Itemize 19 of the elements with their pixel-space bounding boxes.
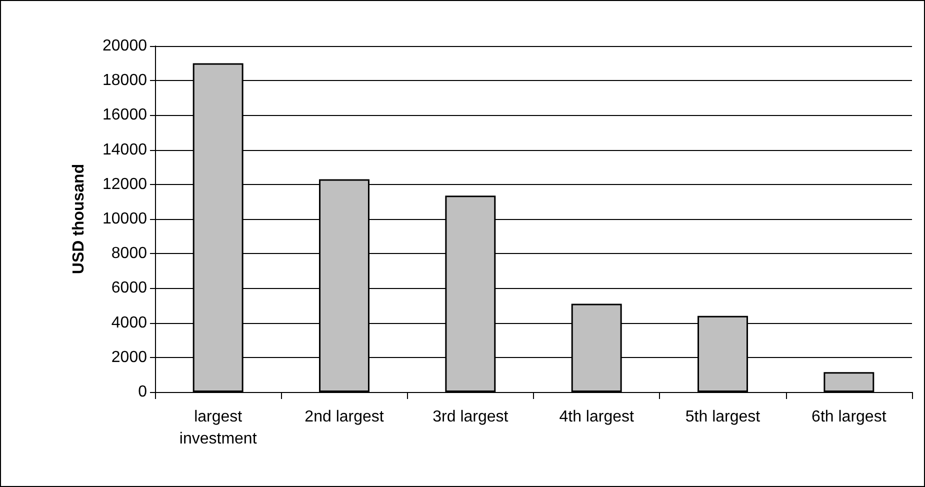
x-tick-label: 3rd largest	[432, 408, 509, 426]
x-tick-label: 2nd largest	[304, 408, 384, 426]
y-tick-label: 16000	[102, 106, 148, 124]
y-tick-label: 8000	[111, 245, 148, 262]
y-tick-label: 10000	[102, 210, 148, 228]
x-tick-label: 5th largest	[685, 408, 761, 426]
y-tick-label: 2000	[111, 348, 148, 366]
y-tick-label: 0	[138, 384, 148, 400]
y-tick-label: 6000	[111, 280, 148, 297]
y-axis-title: USD thousand	[70, 164, 88, 274]
y-tick-label: 14000	[102, 141, 148, 158]
y-tick-label: 4000	[111, 314, 148, 332]
x-tick-label: largest investment	[179, 408, 258, 448]
bar	[824, 372, 874, 392]
y-tick-label: 18000	[102, 72, 148, 90]
x-tick-label: 4th largest	[559, 408, 634, 426]
y-tick-label: 12000	[102, 176, 148, 193]
x-tick-label: 6th largest	[812, 408, 887, 426]
y-tick-label: 20000	[102, 38, 148, 54]
